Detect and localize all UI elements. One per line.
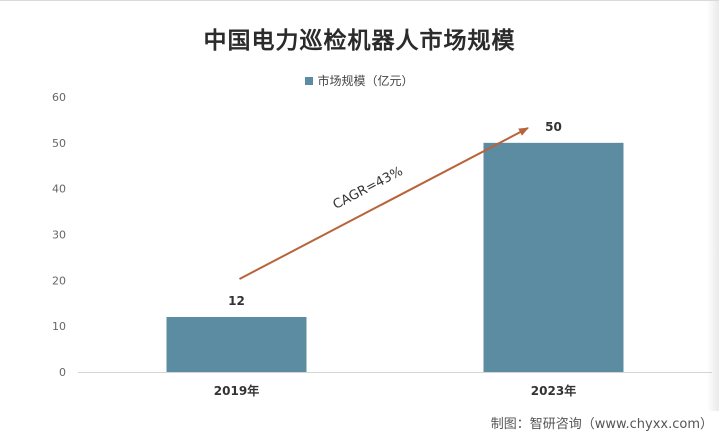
y-tick-label: 0 bbox=[59, 366, 66, 379]
y-axis: 0 10 20 30 40 50 60 bbox=[52, 91, 66, 379]
y-tick-label: 60 bbox=[52, 91, 66, 104]
x-axis: 2019年 2023年 bbox=[214, 383, 576, 398]
bar-value-label: 12 bbox=[228, 294, 245, 308]
cagr-label: CAGR=43% bbox=[331, 164, 406, 213]
y-tick-label: 40 bbox=[52, 183, 66, 196]
bar bbox=[483, 142, 624, 372]
y-tick-label: 30 bbox=[52, 229, 66, 242]
y-tick-label: 10 bbox=[52, 320, 66, 333]
y-tick-label: 50 bbox=[52, 137, 66, 150]
legend: 市场规模（亿元） bbox=[0, 72, 719, 89]
cagr-arrow bbox=[239, 127, 529, 280]
chart-title: 中国电力巡检机器人市场规模 bbox=[203, 28, 516, 54]
bar bbox=[166, 317, 307, 372]
bar-value-label: 50 bbox=[545, 120, 562, 134]
bars: 12 50 bbox=[166, 120, 624, 372]
legend-label: 市场规模（亿元） bbox=[317, 74, 414, 88]
source-note: 制图：智研咨询（www.chyxx.com） bbox=[490, 417, 713, 432]
x-tick-label: 2023年 bbox=[531, 383, 576, 398]
page-edge-shadow bbox=[707, 1, 719, 411]
y-tick-label: 20 bbox=[52, 274, 66, 287]
legend-swatch bbox=[305, 77, 314, 85]
x-tick-label: 2019年 bbox=[214, 383, 259, 398]
